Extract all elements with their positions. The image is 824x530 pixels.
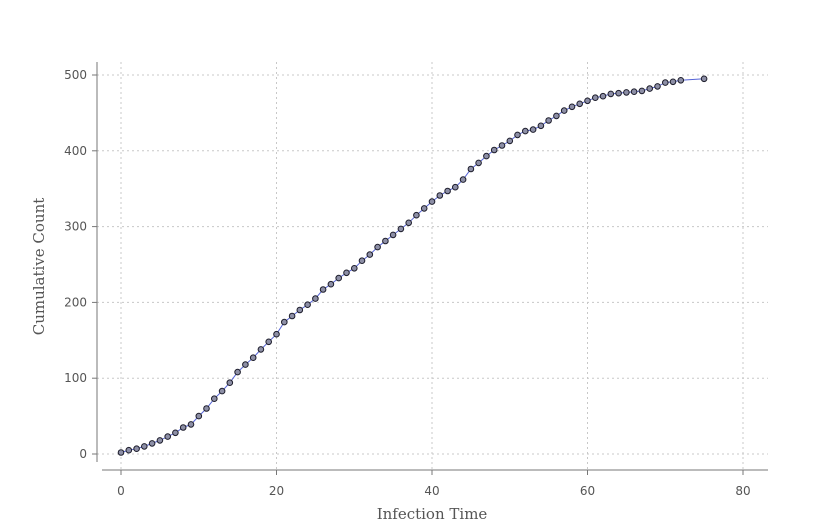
x-tick-label: 20	[269, 484, 284, 498]
data-point	[420, 205, 428, 212]
data-point	[117, 449, 125, 456]
data-point	[382, 237, 389, 245]
data-point	[545, 117, 552, 124]
data-point	[281, 318, 288, 326]
y-tick-label: 0	[79, 447, 87, 461]
data-point	[265, 338, 273, 346]
data-point	[218, 387, 226, 395]
x-ticks: 0 20 40 60 80	[117, 470, 751, 498]
data-point	[646, 85, 654, 92]
data-point	[242, 361, 249, 368]
data-point	[273, 330, 280, 338]
data-point	[537, 122, 545, 130]
data-point	[654, 83, 661, 90]
y-tick-label: 400	[64, 144, 87, 158]
data-point	[319, 286, 327, 293]
data-point	[568, 103, 576, 111]
data-point	[553, 112, 560, 120]
data-point	[141, 443, 148, 450]
data-point	[389, 231, 397, 239]
data-point	[358, 257, 366, 265]
data-point	[187, 421, 195, 428]
data-point	[351, 265, 358, 272]
data-point	[249, 354, 257, 362]
data-point	[179, 424, 187, 431]
data-point	[700, 75, 708, 83]
data-point	[452, 183, 459, 191]
data-point	[156, 437, 164, 444]
data-point	[677, 77, 685, 84]
data-point	[148, 440, 156, 447]
data-point	[522, 127, 529, 135]
data-point	[638, 87, 646, 95]
y-tick-label: 100	[64, 371, 87, 385]
x-tick-label: 0	[117, 484, 125, 498]
data-point	[592, 94, 599, 101]
data-point	[576, 100, 584, 108]
data-point	[506, 137, 514, 145]
grid	[97, 62, 768, 470]
data-point	[288, 312, 296, 320]
data-point	[327, 280, 335, 288]
data-point	[164, 433, 171, 440]
data-point	[599, 92, 607, 100]
data-point	[234, 368, 241, 376]
data-point	[662, 79, 669, 86]
data-point	[630, 88, 638, 95]
data-point	[296, 306, 304, 314]
data-point	[335, 274, 343, 282]
data-point	[669, 78, 677, 86]
x-tick-label: 80	[735, 484, 750, 498]
data-point	[459, 176, 467, 183]
data-point	[304, 301, 311, 309]
data-point	[226, 379, 234, 387]
data-point	[584, 97, 591, 105]
data-points	[117, 75, 708, 456]
data-point	[203, 405, 210, 412]
y-axis-title: Cumulative Count	[30, 198, 48, 336]
data-point	[172, 429, 179, 437]
y-ticks: 0 100 200 300 400 500	[64, 68, 97, 461]
axes	[96, 62, 768, 471]
data-point	[195, 412, 203, 420]
data-point	[133, 445, 140, 453]
y-tick-label: 300	[64, 220, 87, 234]
data-point	[529, 126, 537, 133]
x-tick-label: 60	[580, 484, 595, 498]
data-point	[413, 211, 420, 219]
data-point	[366, 251, 374, 258]
data-point	[397, 225, 405, 233]
data-point	[211, 395, 218, 403]
data-point	[560, 107, 568, 114]
data-point	[490, 146, 498, 154]
data-point	[405, 219, 413, 227]
data-point	[312, 295, 319, 302]
data-point	[623, 89, 630, 96]
y-tick-label: 200	[64, 295, 87, 309]
data-point	[428, 198, 436, 205]
series-line	[120, 78, 705, 453]
data-point	[607, 90, 615, 98]
data-point	[615, 89, 622, 97]
data-point	[475, 159, 482, 167]
data-point	[374, 243, 381, 251]
data-point	[483, 152, 490, 160]
data-point	[514, 131, 521, 139]
data-point	[343, 269, 350, 277]
data-point	[436, 192, 444, 199]
x-axis-title: Infection Time	[377, 505, 488, 523]
data-point	[125, 446, 133, 454]
data-point	[444, 187, 451, 195]
data-point	[467, 165, 475, 173]
y-tick-label: 500	[64, 68, 87, 82]
data-point	[257, 346, 265, 353]
x-tick-label: 40	[424, 484, 439, 498]
data-point	[498, 142, 506, 149]
